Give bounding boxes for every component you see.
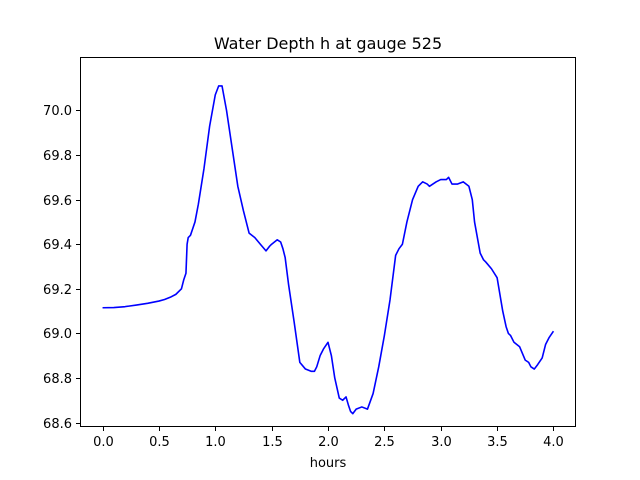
x-tick-label: 0.5 xyxy=(149,435,170,450)
x-axis-label: hours xyxy=(310,456,347,471)
x-tick-label: 0.0 xyxy=(93,435,114,450)
y-tick-label: 68.8 xyxy=(43,372,72,387)
chart-title: Water Depth h at gauge 525 xyxy=(214,34,442,53)
plot-frame xyxy=(80,57,576,427)
y-axis: 68.6 68.8 69.0 69.2 69.4 69.6 69.8 70.0 xyxy=(43,104,80,432)
y-tick-label: 69.6 xyxy=(43,194,72,209)
y-tick-label: 68.6 xyxy=(43,417,72,432)
x-axis: 0.0 0.5 1.0 1.5 2.0 2.5 3.0 3.5 4.0 xyxy=(93,427,564,450)
x-tick-label: 2.0 xyxy=(318,435,339,450)
x-tick-label: 4.0 xyxy=(543,435,564,450)
series-layer xyxy=(102,85,555,415)
y-tick-label: 69.4 xyxy=(43,238,72,253)
y-tick-label: 69.0 xyxy=(43,327,72,342)
y-tick-label: 69.2 xyxy=(43,283,72,298)
x-tick-label: 3.0 xyxy=(431,435,452,450)
x-tick-label: 1.0 xyxy=(205,435,226,450)
y-tick-label: 70.0 xyxy=(43,104,72,119)
x-tick-label: 1.5 xyxy=(262,435,283,450)
x-tick-label: 3.5 xyxy=(487,435,508,450)
x-tick-label: 2.5 xyxy=(374,435,395,450)
series-line-0 xyxy=(102,85,555,415)
y-tick-label: 69.8 xyxy=(43,149,72,164)
